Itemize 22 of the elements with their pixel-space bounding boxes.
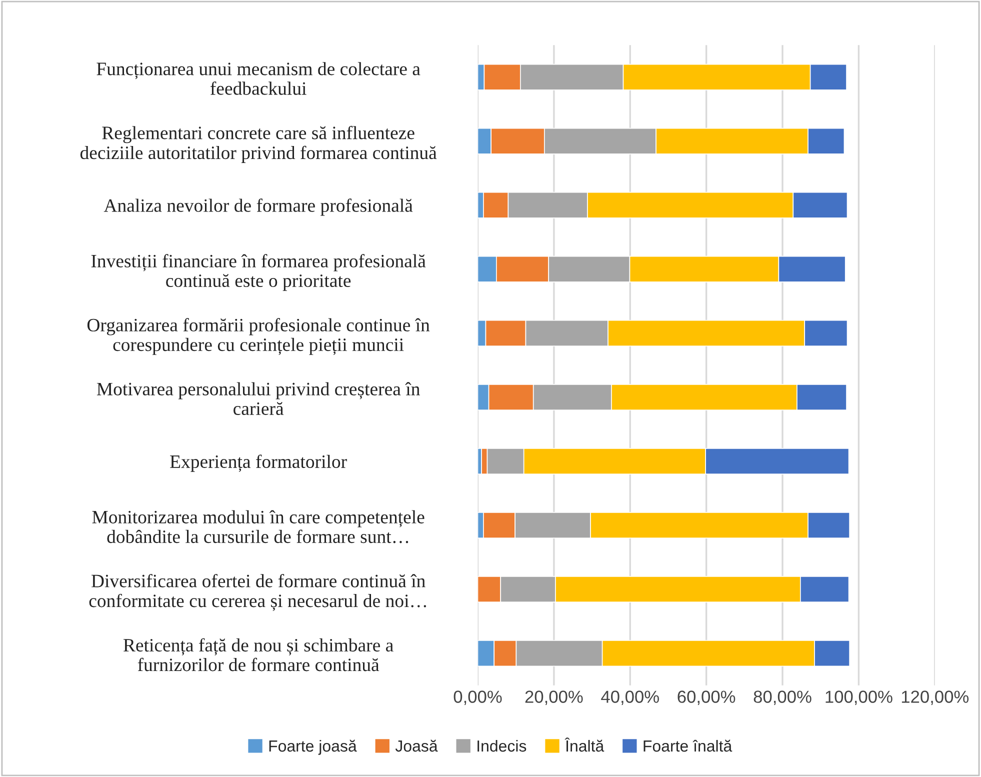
x-tick-label: 0,00% <box>454 690 502 705</box>
y-tick-label: Organizarea formării profesionale continue în corespundere cu cerințele pieții muncii <box>87 318 430 355</box>
y-tick-label: Monitorizarea modului în care competențele dobândite la cursurile de formare sunt… <box>92 510 424 544</box>
y-tick-label: Funcționarea unui mecanism de colectare a feedbackului <box>96 62 420 95</box>
legend-label: Înaltă <box>564 738 604 752</box>
legend-label: Foarte înaltă <box>644 740 732 752</box>
legend-label: Joasă <box>395 740 438 752</box>
legend-label: Indecis <box>478 740 526 752</box>
x-tick-label: 60,00% <box>678 690 736 705</box>
x-tick-label: 120,00% <box>902 690 969 705</box>
x-tick-label: 100,00% <box>826 690 892 705</box>
legend-label: Foarte joasă <box>269 740 357 755</box>
y-tick-label: Analiza nevoilor de formare profesională <box>104 198 413 216</box>
y-tick-label: Investiții financiare în formarea profesională continuă este o prioritate <box>91 254 426 291</box>
y-tick-label: Diversificarea ofertei de formare continuă în conformitate cu cererea și necesarul de noi… <box>89 574 426 612</box>
y-tick-label: Motivarea personalului privind creșterea în carieră <box>96 382 420 416</box>
y-tick-label: Experiența formatorilor <box>170 454 347 472</box>
y-tick-label: Reglementari concrete care să influenteze deciziile autoritatilor privind formarea continuă <box>80 126 437 163</box>
x-tick-label: 20,00% <box>525 690 583 705</box>
x-tick-label: 40,00% <box>601 690 659 705</box>
x-tick-label: 80,00% <box>754 690 812 705</box>
y-tick-label: Reticența față de nou și schimbare a furnizorilor de formare continuă <box>123 638 394 672</box>
